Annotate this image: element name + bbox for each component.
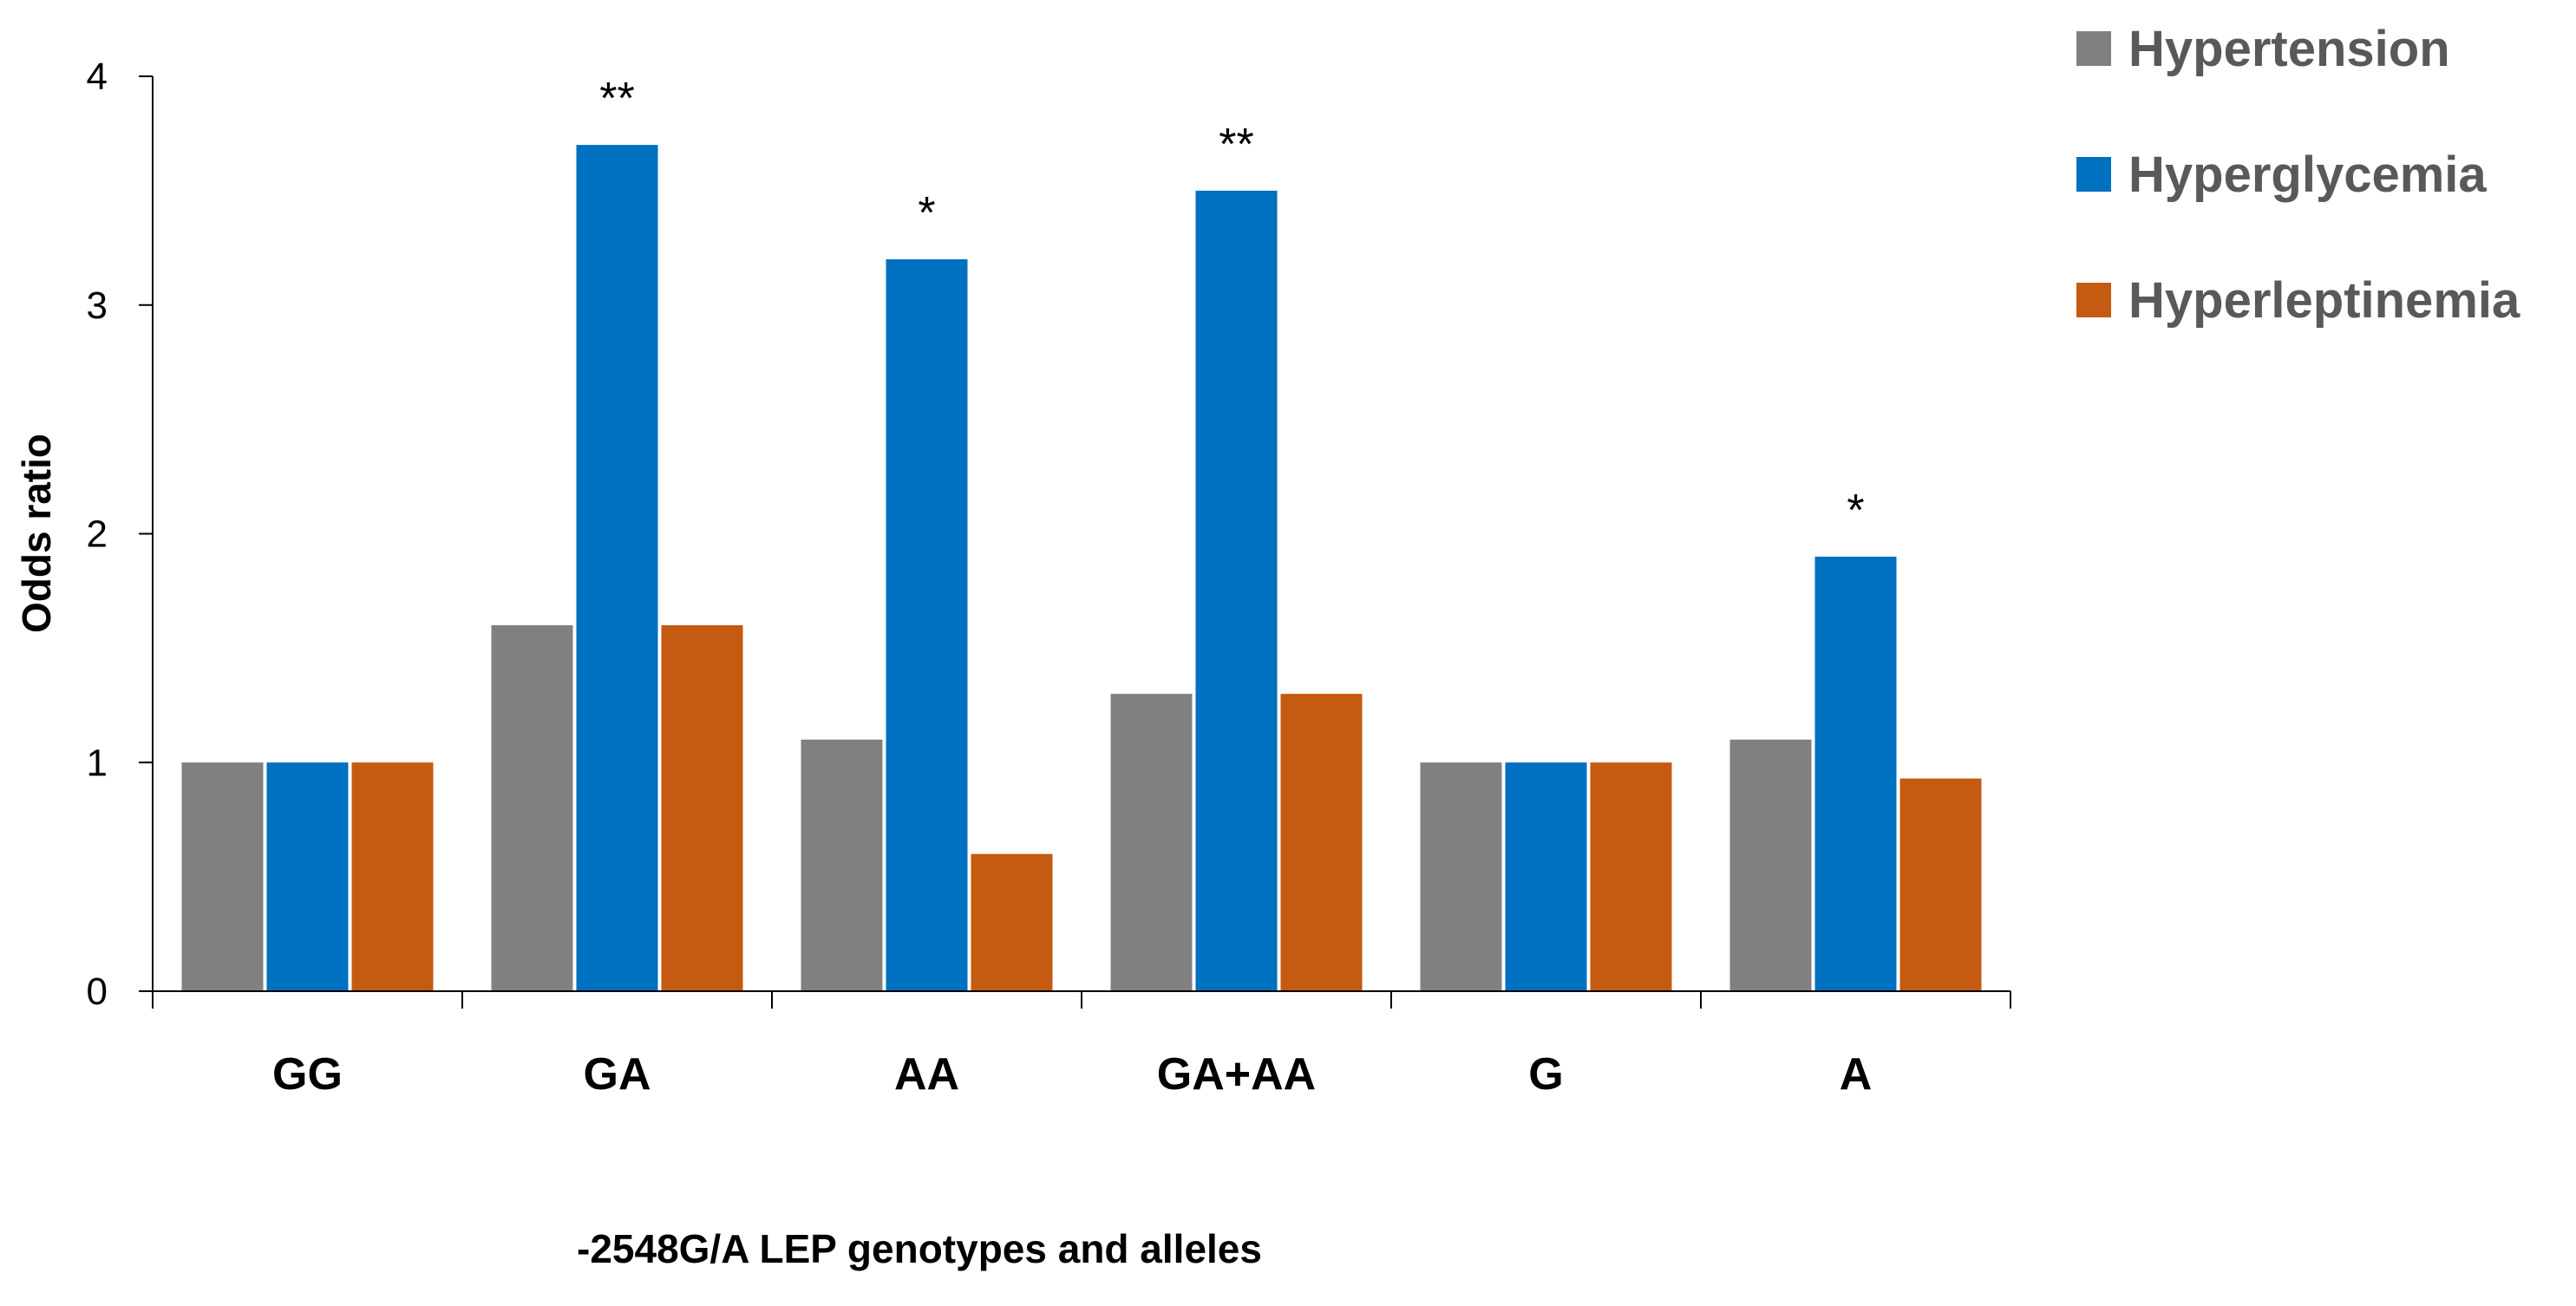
y-axis-title: Odds ratio (14, 434, 59, 633)
y-axis-ticks: 0 1 2 3 4 (87, 56, 153, 1013)
bar-hyperleptinemia-ga-plus-aa (1280, 694, 1363, 991)
significance-label-ga: ** (599, 74, 634, 124)
bar-hyperleptinemia-aa (971, 853, 1053, 991)
legend-label-hyperglycemia: Hyperglycemia (2128, 147, 2487, 203)
legend-swatch-hyperglycemia (2076, 157, 2111, 192)
bar-hyperglycemia-ga (576, 145, 658, 991)
x-tick-label-ga-plus-aa: GA+AA (1157, 1049, 1316, 1100)
bar-hypertension-aa (801, 739, 883, 991)
bar-hyperleptinemia-a (1899, 778, 1982, 991)
y-tick-label: 3 (87, 284, 108, 327)
bar-hyperglycemia-ga-plus-aa (1195, 190, 1278, 991)
y-tick-label: 2 (87, 513, 108, 556)
bar-hyperglycemia-gg (266, 762, 349, 991)
x-axis-ticks: GG GA AA GA+AA G A (152, 991, 2011, 1100)
legend: Hypertension Hyperglycemia Hyperleptinemia (2076, 21, 2520, 329)
bar-hypertension-g (1420, 762, 1502, 991)
x-tick-label-a: A (1840, 1049, 1873, 1100)
bar-hyperglycemia-a (1814, 556, 1897, 991)
y-tick-label: 4 (87, 56, 108, 98)
bar-hyperglycemia-g (1505, 762, 1587, 991)
bar-hypertension-ga (491, 625, 573, 991)
legend-label-hypertension: Hypertension (2128, 21, 2450, 77)
legend-swatch-hypertension (2076, 31, 2111, 66)
bar-hyperleptinemia-ga (661, 625, 743, 991)
bar-hyperleptinemia-gg (351, 762, 434, 991)
bars-group (181, 145, 1982, 991)
bar-hypertension-a (1729, 739, 1812, 991)
x-tick-label-aa: AA (894, 1049, 959, 1100)
x-axis-title: -2548G/A LEP genotypes and alleles (577, 1226, 1262, 1271)
x-tick-label-g: G (1528, 1049, 1563, 1100)
significance-label-ga-plus-aa: ** (1219, 120, 1253, 170)
bar-hypertension-ga-plus-aa (1110, 694, 1193, 991)
x-tick-label-ga: GA (584, 1049, 651, 1100)
significance-label-aa: * (918, 188, 935, 238)
y-tick-label: 0 (87, 970, 108, 1013)
y-tick-label: 1 (87, 741, 108, 784)
legend-label-hyperleptinemia: Hyperleptinemia (2128, 272, 2520, 329)
legend-swatch-hyperleptinemia (2076, 283, 2111, 317)
bar-hyperglycemia-aa (886, 259, 968, 991)
significance-annotations: ****** (599, 74, 1864, 536)
bar-hyperleptinemia-g (1590, 762, 1672, 991)
x-tick-label-gg: GG (272, 1049, 343, 1100)
significance-label-a: * (1847, 486, 1864, 536)
bar-hypertension-gg (181, 762, 264, 991)
